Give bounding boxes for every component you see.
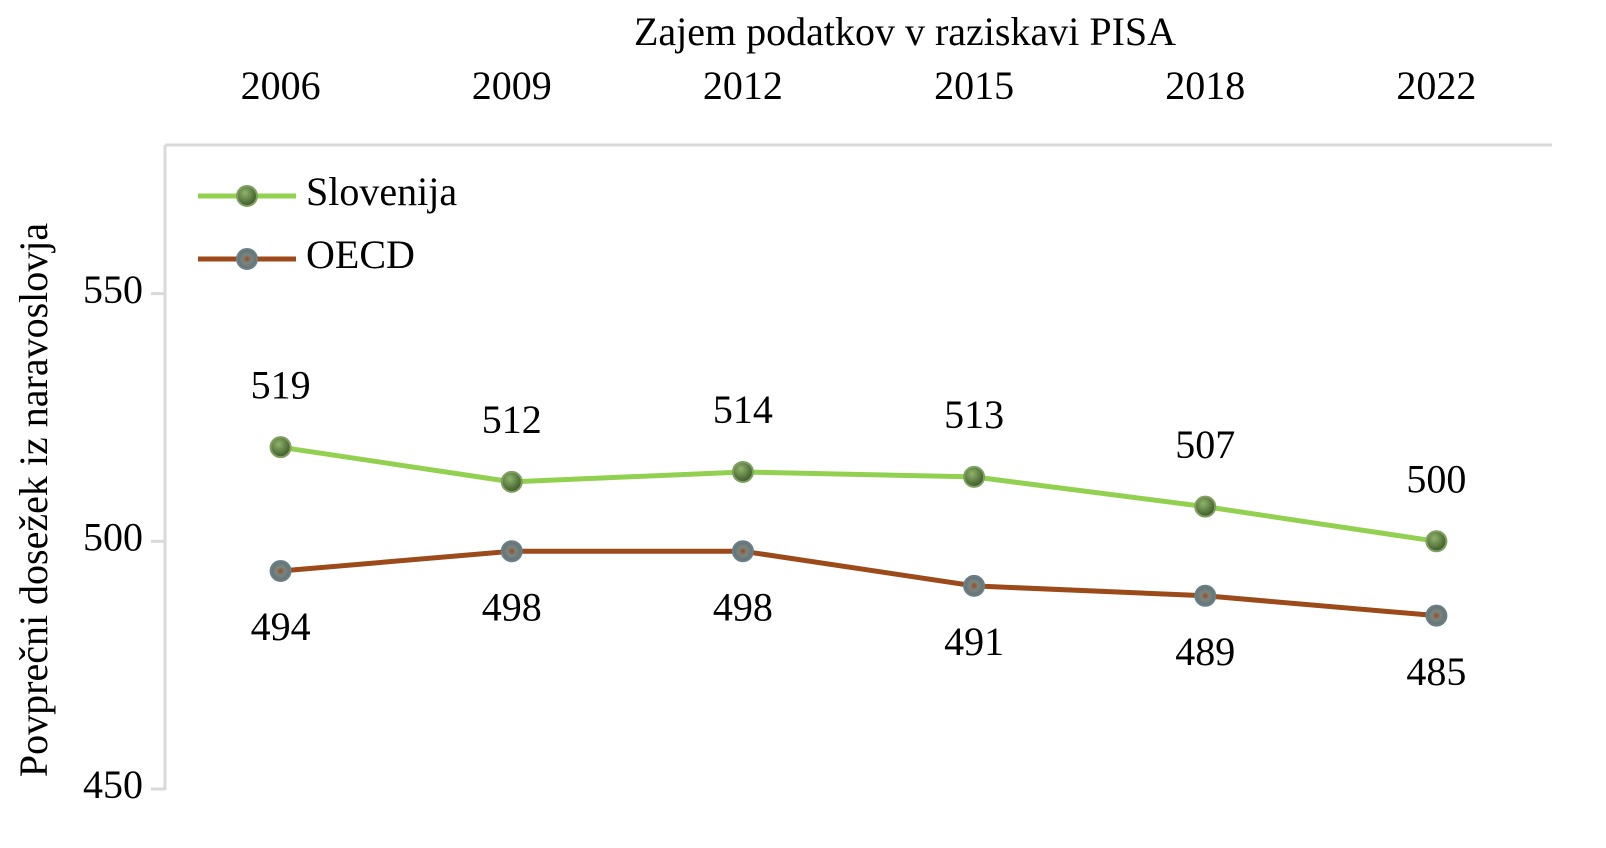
y-tick-label: 550 [83,267,143,312]
data-label: 519 [251,362,311,407]
data-label: 494 [251,604,311,649]
data-label: 513 [944,392,1004,437]
data-label: 514 [713,387,773,432]
data-label: 500 [1406,456,1466,501]
x-tick-label: 2018 [1165,63,1245,108]
marker [1425,604,1448,627]
data-label: 498 [482,584,542,629]
marker [1194,495,1217,518]
x-tick-label: 2015 [934,63,1014,108]
legend-marker [236,185,258,207]
marker [731,460,754,483]
data-label: 491 [944,619,1004,664]
x-tick-label: 2009 [472,63,552,108]
data-label: 485 [1406,649,1466,694]
marker [1194,584,1217,607]
marker [731,540,754,563]
marker [963,465,986,488]
x-tick-label: 2022 [1396,63,1476,108]
data-label: 489 [1175,629,1235,674]
marker [1425,530,1448,553]
y-tick-label: 500 [83,514,143,559]
y-tick-label: 450 [83,762,143,807]
marker [269,560,292,583]
x-tick-label: 2012 [703,63,783,108]
x-axis-title: Zajem podatkov v raziskavi PISA [634,9,1176,54]
marker [963,574,986,597]
marker [269,436,292,459]
legend-marker [236,248,258,270]
legend-label: Slovenija [306,169,457,214]
series-line [280,548,1437,619]
y-axis-title: Povprečni dosežek iz naravoslovja [11,223,56,778]
marker [500,470,523,493]
data-label: 512 [482,397,542,442]
x-tick-label: 2006 [241,63,321,108]
legend-label: OECD [306,232,415,277]
data-label: 498 [713,584,773,629]
data-label: 507 [1175,422,1235,467]
series-line [280,444,1437,544]
marker [500,540,523,563]
